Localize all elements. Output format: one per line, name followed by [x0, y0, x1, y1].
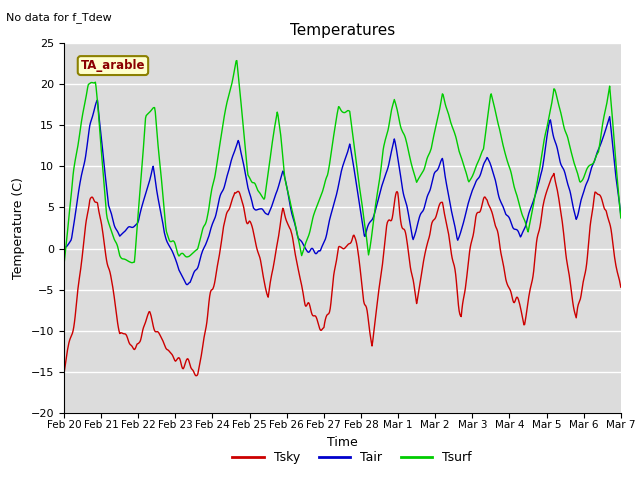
Tsurf: [617, 215, 625, 221]
Tair: [541, 149, 548, 155]
Tsky: [550, 170, 557, 176]
Tsky: [384, 218, 392, 224]
Tsky: [399, 226, 406, 231]
Tair: [416, 212, 424, 218]
Tsurf: [399, 129, 406, 135]
Tair: [484, 156, 492, 161]
Tsky: [193, 373, 200, 379]
X-axis label: Time: Time: [327, 436, 358, 449]
Tsky: [617, 284, 625, 290]
Tair: [93, 97, 101, 103]
Tsky: [415, 284, 423, 290]
Tsurf: [94, 107, 102, 112]
Tair: [617, 212, 625, 218]
Tsurf: [60, 262, 68, 268]
Tsky: [60, 371, 68, 376]
Tsurf: [233, 58, 241, 63]
Line: Tsky: Tsky: [64, 173, 621, 376]
Legend: Tsky, Tair, Tsurf: Tsky, Tair, Tsurf: [227, 446, 477, 469]
Y-axis label: Temperature (C): Temperature (C): [12, 177, 25, 279]
Tair: [385, 162, 392, 168]
Line: Tair: Tair: [64, 100, 621, 285]
Tair: [95, 112, 102, 118]
Tsurf: [483, 119, 491, 125]
Tsky: [540, 197, 548, 203]
Line: Tsurf: Tsurf: [64, 60, 621, 265]
Tsurf: [540, 137, 548, 143]
Text: TA_arable: TA_arable: [81, 59, 145, 72]
Title: Temperatures: Temperatures: [290, 23, 395, 38]
Tair: [184, 282, 191, 288]
Tsky: [483, 197, 491, 203]
Tair: [399, 191, 407, 196]
Tsky: [94, 204, 102, 210]
Tsurf: [384, 127, 392, 133]
Tsurf: [415, 174, 423, 180]
Text: No data for f_Tdew: No data for f_Tdew: [6, 12, 112, 23]
Tair: [60, 245, 68, 251]
